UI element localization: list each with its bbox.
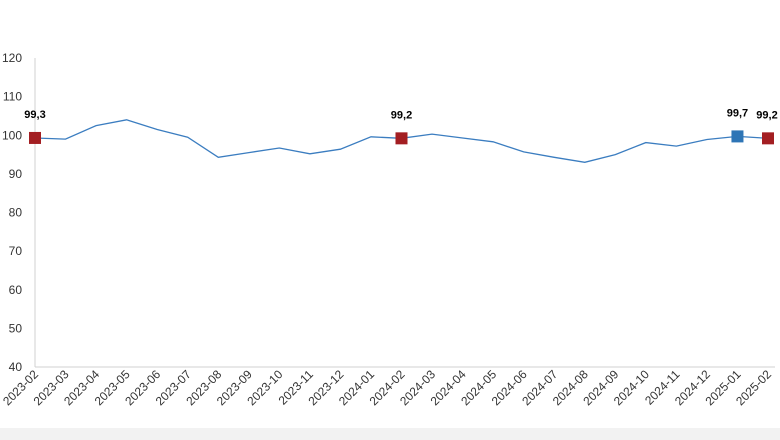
y-tick-label: 120 (2, 51, 22, 65)
y-tick-label: 60 (9, 283, 23, 297)
y-axis: 40 50 60 70 80 90 100 110 120 (2, 51, 36, 374)
data-point-marker (395, 132, 408, 145)
markers-group: 99,3 99,2 99,7 99,2 (24, 107, 778, 145)
line-chart: 40 50 60 70 80 90 100 110 120 2023-022023-032023… (0, 51, 778, 408)
y-tick-label: 100 (2, 128, 22, 142)
y-tick-label: 110 (3, 90, 22, 104)
y-tick-label: 70 (9, 244, 23, 258)
data-label: 99,3 (24, 109, 45, 121)
data-label: 99,2 (391, 109, 412, 121)
data-label: 99,7 (727, 107, 748, 119)
x-axis: 2023-022023-032023-042023-052023-062023-… (0, 366, 775, 408)
data-point-marker (29, 131, 41, 144)
y-tick-label: 90 (9, 167, 23, 181)
data-point-marker (731, 130, 744, 143)
y-tick-label: 50 (9, 321, 23, 335)
y-tick-label: 80 (9, 206, 23, 220)
data-label: 99,2 (756, 109, 777, 121)
y-tick-label: 40 (9, 360, 23, 374)
footer-band (0, 428, 780, 440)
data-point-marker (762, 132, 774, 145)
